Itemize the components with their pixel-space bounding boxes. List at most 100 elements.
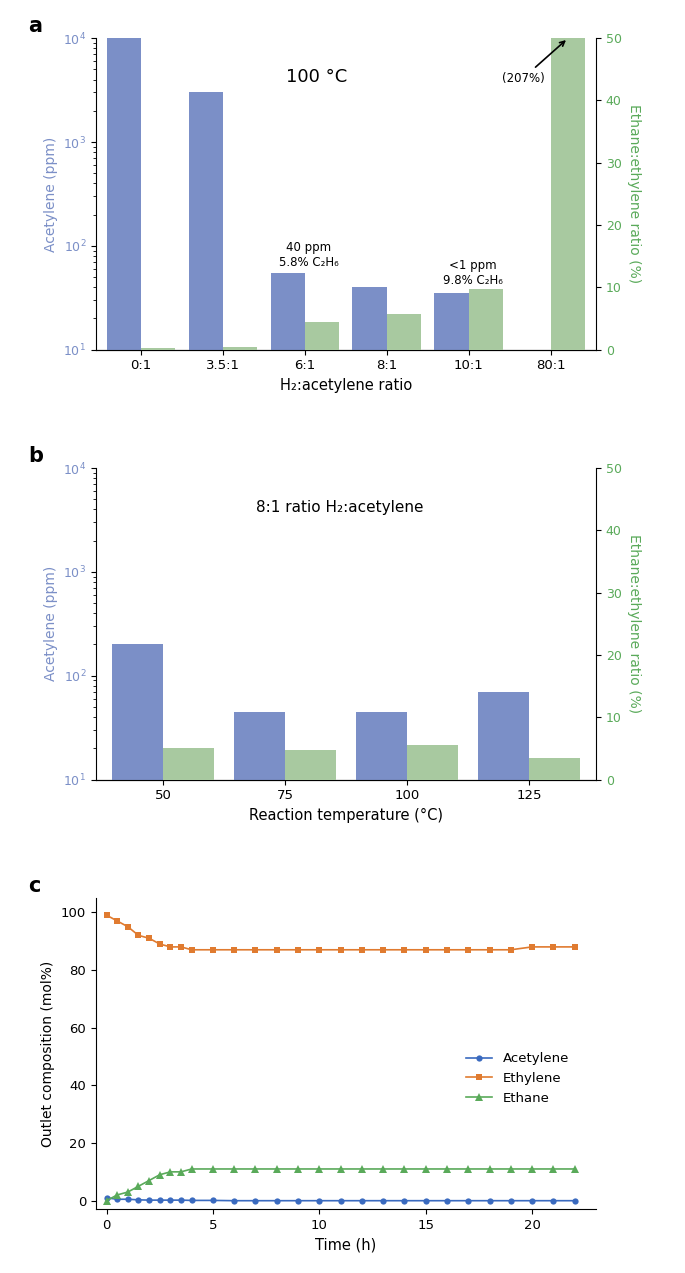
Bar <box>234 712 285 1273</box>
Ethane <box>358 1161 366 1176</box>
Acetylene <box>134 1193 142 1208</box>
Ethylene <box>273 942 281 957</box>
Y-axis label: Acetylene (ppm): Acetylene (ppm) <box>44 136 58 252</box>
Text: b: b <box>28 446 43 466</box>
Ethane <box>421 1161 429 1176</box>
Ethylene <box>209 942 217 957</box>
Acetylene <box>188 1193 196 1208</box>
Ethylene <box>251 942 260 957</box>
Ethylene <box>379 942 387 957</box>
Ethylene <box>315 942 323 957</box>
Ethane <box>134 1179 142 1194</box>
Ethane <box>400 1161 408 1176</box>
Ethane <box>379 1161 387 1176</box>
Text: 8:1 ratio H₂:acetylene: 8:1 ratio H₂:acetylene <box>256 499 423 514</box>
Acetylene <box>230 1193 238 1208</box>
Bar <box>107 38 141 1273</box>
Ethane <box>336 1161 345 1176</box>
Ethane <box>145 1172 153 1188</box>
Acetylene <box>294 1193 302 1208</box>
Ethylene <box>571 939 579 955</box>
Ethylene <box>113 913 121 928</box>
X-axis label: Reaction temperature (°C): Reaction temperature (°C) <box>249 808 443 822</box>
Bar <box>141 348 175 350</box>
Bar <box>356 712 407 1273</box>
Ethane <box>486 1161 494 1176</box>
Ethylene <box>145 931 153 946</box>
Acetylene <box>177 1193 185 1208</box>
Ethylene <box>528 939 536 955</box>
Acetylene <box>103 1190 111 1206</box>
Ethane <box>549 1161 558 1176</box>
Acetylene <box>315 1193 323 1208</box>
Ethane <box>177 1165 185 1180</box>
Ethylene <box>230 942 238 957</box>
Ethane <box>294 1161 302 1176</box>
Ethylene <box>177 939 185 955</box>
Acetylene <box>528 1193 536 1208</box>
Acetylene <box>273 1193 281 1208</box>
Acetylene <box>464 1193 473 1208</box>
Bar <box>305 322 339 350</box>
Acetylene <box>113 1192 121 1207</box>
Acetylene <box>251 1193 260 1208</box>
Ethylene <box>443 942 451 957</box>
Bar <box>516 463 551 1273</box>
Y-axis label: Ethane:ethylene ratio (%): Ethane:ethylene ratio (%) <box>627 104 641 284</box>
Y-axis label: Acetylene (ppm): Acetylene (ppm) <box>44 566 58 681</box>
Acetylene <box>358 1193 366 1208</box>
Bar <box>112 644 163 1273</box>
Ethane <box>443 1161 451 1176</box>
Bar <box>163 749 214 779</box>
X-axis label: Time (h): Time (h) <box>315 1237 377 1253</box>
Acetylene <box>571 1193 579 1208</box>
Ethylene <box>421 942 429 957</box>
Line: Acetylene: Acetylene <box>103 1194 577 1204</box>
Text: 100 °C: 100 °C <box>286 67 347 85</box>
Ethane <box>124 1184 132 1199</box>
Text: 40 ppm
5.8% C₂H₆: 40 ppm 5.8% C₂H₆ <box>279 241 339 269</box>
Ethane <box>273 1161 281 1176</box>
Text: <1 ppm
9.8% C₂H₆: <1 ppm 9.8% C₂H₆ <box>443 260 503 288</box>
Acetylene <box>507 1193 515 1208</box>
Bar <box>271 272 305 1273</box>
Text: c: c <box>28 876 41 896</box>
Ethane <box>209 1161 217 1176</box>
Text: (207%): (207%) <box>501 41 564 85</box>
Bar <box>529 757 580 779</box>
Acetylene <box>379 1193 387 1208</box>
Ethane <box>230 1161 238 1176</box>
Ethane <box>528 1161 536 1176</box>
Ethane <box>166 1165 175 1180</box>
Ethane <box>155 1167 164 1183</box>
Line: Ethylene: Ethylene <box>103 911 577 953</box>
Ethane <box>188 1161 196 1176</box>
Acetylene <box>486 1193 494 1208</box>
Bar <box>477 691 529 1273</box>
Ethylene <box>336 942 345 957</box>
Ethylene <box>134 928 142 943</box>
Acetylene <box>166 1193 175 1208</box>
Bar <box>353 288 387 1273</box>
Ethane <box>571 1161 579 1176</box>
Acetylene <box>155 1193 164 1208</box>
Ethylene <box>124 919 132 934</box>
Ethylene <box>464 942 473 957</box>
Ethylene <box>400 942 408 957</box>
Ethane <box>103 1193 111 1208</box>
Ethylene <box>486 942 494 957</box>
Bar <box>223 346 258 350</box>
Ethylene <box>549 939 558 955</box>
Acetylene <box>336 1193 345 1208</box>
Ethane <box>507 1161 515 1176</box>
Legend: Acetylene, Ethylene, Ethane: Acetylene, Ethylene, Ethane <box>460 1048 574 1110</box>
Ethane <box>113 1188 121 1203</box>
Acetylene <box>124 1192 132 1207</box>
Ethylene <box>155 937 164 952</box>
Ethylene <box>358 942 366 957</box>
Acetylene <box>209 1193 217 1208</box>
Acetylene <box>443 1193 451 1208</box>
Acetylene <box>400 1193 408 1208</box>
Line: Ethane: Ethane <box>103 1165 579 1204</box>
Acetylene <box>145 1193 153 1208</box>
